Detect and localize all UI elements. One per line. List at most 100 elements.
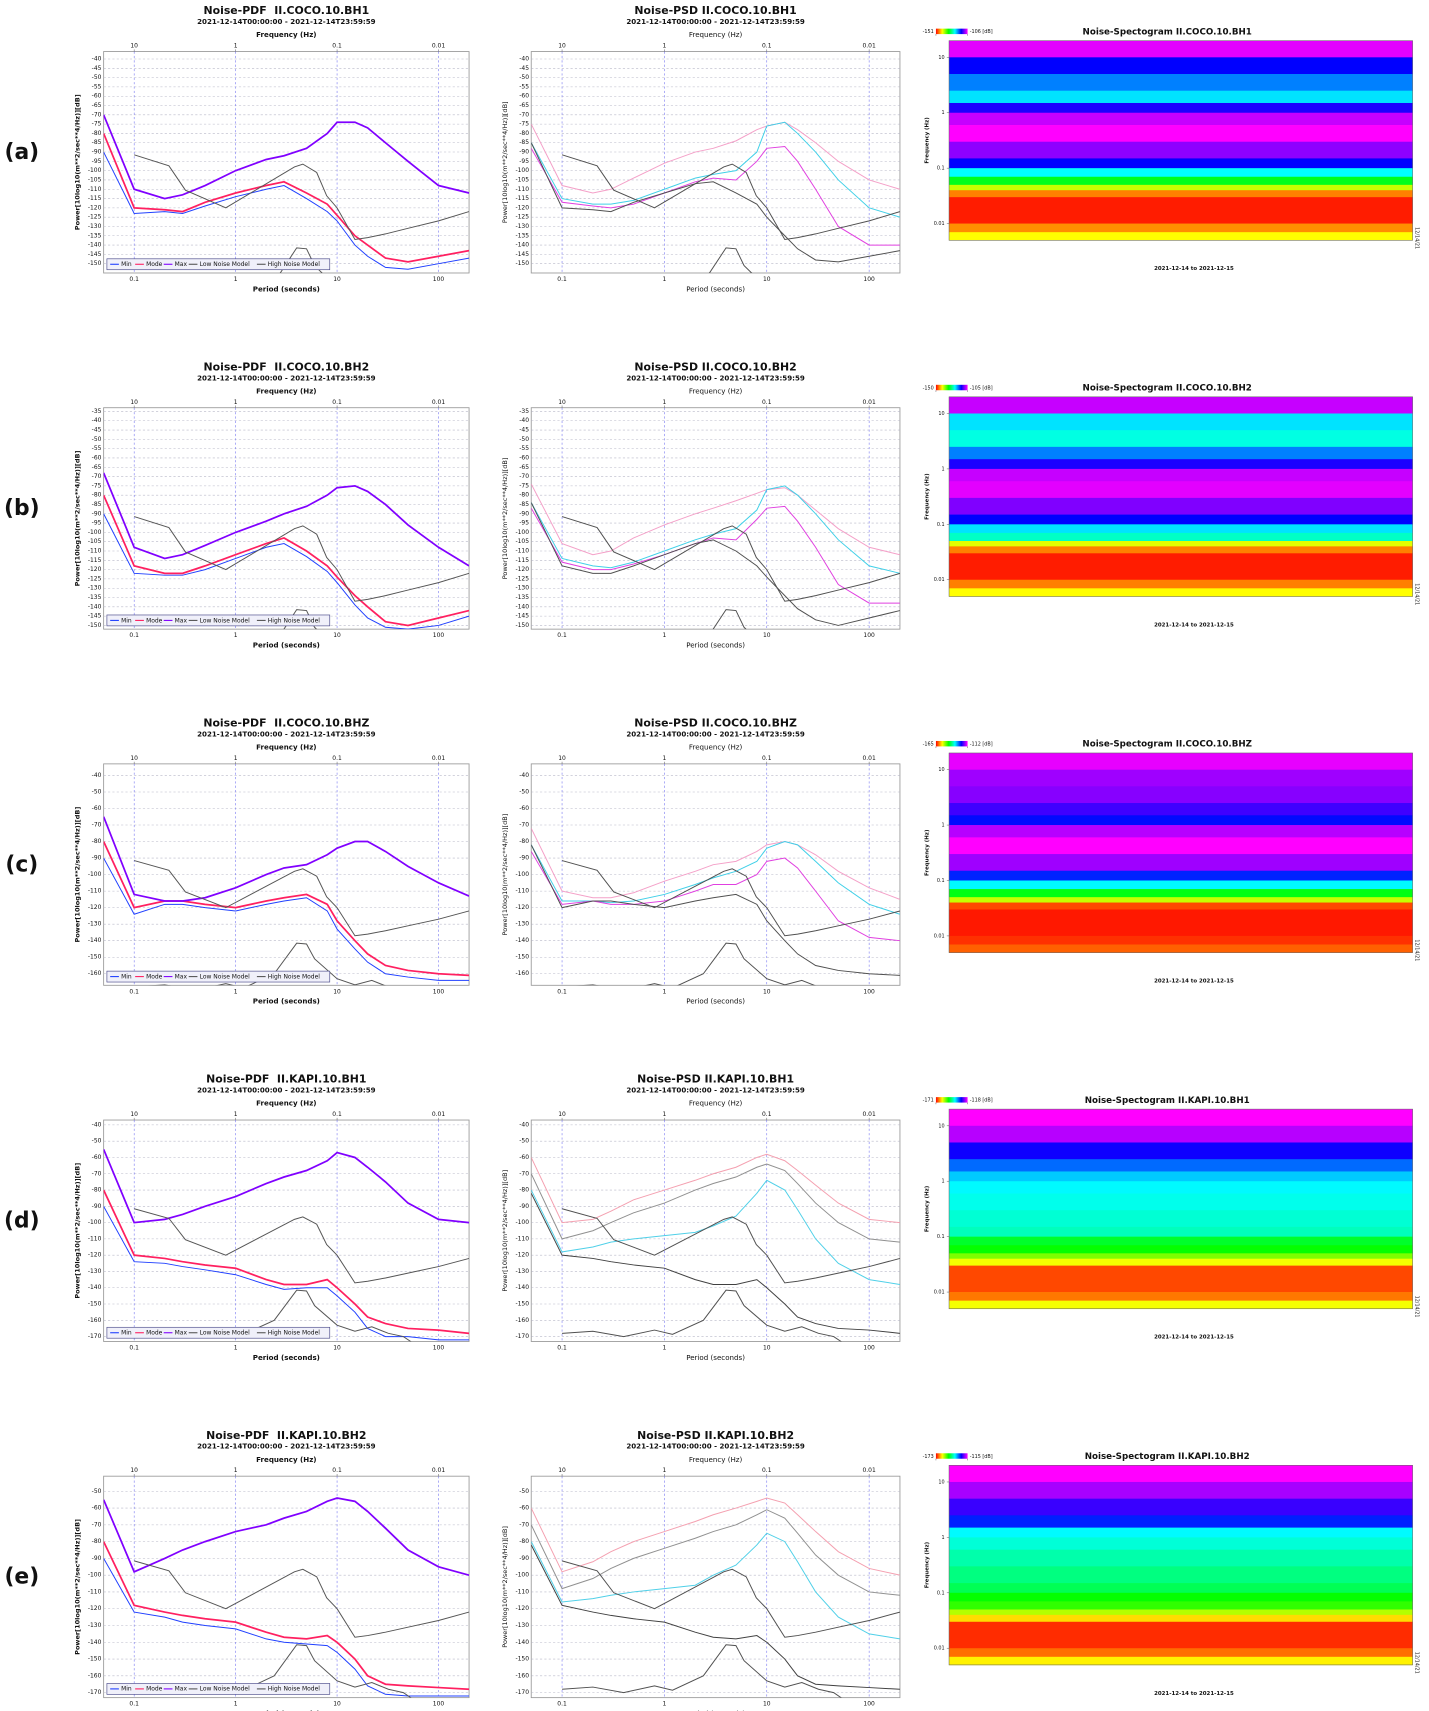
- spectrogram-band: [949, 40, 1413, 58]
- series-line: [531, 505, 900, 604]
- series-line: [103, 1558, 470, 1697]
- y-tick-label: 0.01: [934, 1646, 945, 1652]
- spectrogram-band: [949, 1300, 1413, 1310]
- x2-tick-label: 0.01: [862, 1467, 876, 1474]
- x-tick-label: 10: [763, 1701, 771, 1708]
- x2-tick-label: 10: [558, 399, 566, 406]
- spectrogram-band: [949, 1537, 1413, 1551]
- y-tick-label: -110: [515, 547, 529, 554]
- spectrogram-band: [949, 897, 1413, 903]
- y-tick-label: -125: [515, 575, 529, 582]
- spectrogram-band: [949, 902, 1413, 910]
- spectrogram-band: [949, 1648, 1413, 1658]
- x2-tick-label: 0.1: [762, 399, 772, 406]
- x2-tick-label: 1: [663, 1111, 667, 1118]
- legend-label: High Noise Model: [268, 261, 320, 268]
- y-tick-label: -160: [88, 1317, 102, 1324]
- x-tick-label: 10: [763, 1345, 771, 1352]
- y-tick-label: -120: [88, 1252, 102, 1259]
- spectrogram-band: [949, 1292, 1413, 1301]
- y-tick-label: -85: [92, 501, 102, 508]
- y-tick-label: -80: [92, 130, 102, 137]
- x2-axis-label: Frequency (Hz): [256, 30, 316, 39]
- panel-label: (d): [4, 1208, 40, 1233]
- y-tick-label: -80: [92, 838, 102, 845]
- spectrogram-band: [949, 102, 1413, 114]
- y-tick-label: 0.1: [937, 1590, 945, 1596]
- x-tick-label: 10: [333, 1701, 341, 1708]
- y-tick-label: -140: [88, 937, 102, 944]
- y-tick-label: -125: [88, 214, 102, 221]
- y-tick-label: -40: [519, 417, 529, 424]
- x-tick-label: 1: [234, 988, 238, 995]
- x-axis-label: 2021-12-14 to 2021-12-15: [1154, 622, 1234, 628]
- y-tick-label: -110: [88, 1588, 102, 1595]
- series-line: [531, 1509, 900, 1596]
- y-tick-label: -35: [519, 408, 529, 415]
- x-tick-label: 100: [863, 276, 875, 283]
- y-tick-label: -70: [519, 1521, 529, 1528]
- x-tick-label: 1: [234, 1345, 238, 1352]
- x-axis-label: 2021-12-14 to 2021-12-15: [1154, 1335, 1234, 1341]
- spectrogram-band: [949, 176, 1413, 186]
- x2-tick-label: 0.1: [332, 399, 342, 406]
- series-line: [531, 844, 900, 976]
- panel-label: (a): [4, 140, 39, 165]
- y-axis-label: Frequency (Hz): [925, 1541, 931, 1588]
- y-tick-label: -95: [519, 158, 529, 165]
- y-tick-label: -100: [515, 529, 529, 536]
- spectrogram-band: [949, 1236, 1413, 1246]
- y-tick-label: -110: [515, 1588, 529, 1595]
- x-tick-label: 10: [763, 988, 771, 995]
- y-tick-label: -160: [515, 1317, 529, 1324]
- y-tick-label: -100: [88, 1219, 102, 1226]
- y-tick-label: -110: [515, 186, 529, 193]
- x-tick-label: 100: [433, 276, 445, 283]
- y-tick-label: -85: [519, 501, 529, 508]
- y-tick-label: -120: [515, 904, 529, 911]
- y-tick-label: -105: [88, 538, 102, 545]
- y-axis-label: Power[10log10(m**2/sec**4/Hz)][dB]: [501, 1526, 509, 1648]
- y-tick-label: -70: [92, 111, 102, 118]
- x2-tick-label: 10: [558, 1111, 566, 1118]
- series-line: [103, 151, 470, 270]
- spectrogram-band: [949, 1253, 1413, 1260]
- plot-area: [103, 407, 470, 630]
- x2-axis-label: Frequency (Hz): [689, 386, 743, 395]
- y-tick-label: -70: [519, 111, 529, 118]
- legend-label: Mode: [146, 973, 163, 980]
- y-tick-label: -130: [88, 223, 102, 230]
- y-tick-label: -50: [519, 788, 529, 795]
- series-line: [531, 1179, 900, 1285]
- x2-tick-label: 10: [130, 1111, 138, 1118]
- y-tick-label: -40: [92, 772, 102, 779]
- y-tick-label: -160: [515, 1672, 529, 1679]
- series-line: [134, 154, 470, 241]
- y-tick-label: 10: [938, 411, 944, 417]
- y-tick-label: -105: [88, 176, 102, 183]
- y-tick-label: -90: [519, 1555, 529, 1562]
- x-tick-label: 10: [333, 632, 341, 639]
- legend-label: Low Noise Model: [200, 617, 250, 624]
- x2-tick-label: 0.1: [332, 43, 342, 50]
- plot-area: [530, 1119, 901, 1342]
- y-tick-label: -130: [515, 1268, 529, 1275]
- y-tick-label: -115: [515, 557, 529, 564]
- spectrogram-band: [949, 190, 1413, 198]
- x2-tick-label: 0.1: [332, 1111, 342, 1118]
- spectrogram-band: [949, 413, 1413, 431]
- legend-label: Max: [175, 1686, 188, 1693]
- spectrogram-band: [949, 1656, 1413, 1666]
- y-tick-label: -60: [519, 93, 529, 100]
- y-tick-label: -135: [515, 594, 529, 601]
- colorbar-label: -165: [923, 742, 934, 748]
- legend-label: Max: [175, 973, 188, 980]
- x-tick-label: 10: [333, 276, 341, 283]
- x-tick-label: 1: [663, 1345, 667, 1352]
- x2-axis-label: Frequency (Hz): [689, 1099, 743, 1108]
- y-axis-label: Frequency (Hz): [925, 117, 931, 164]
- series-line: [531, 145, 900, 246]
- y-axis-label: Power[10log10(m**2/sec**4/Hz)][dB]: [73, 1519, 81, 1655]
- chart-title: Noise-PSD II.KAPI.10.BH1: [637, 1073, 794, 1086]
- spectrogram-band: [949, 579, 1413, 589]
